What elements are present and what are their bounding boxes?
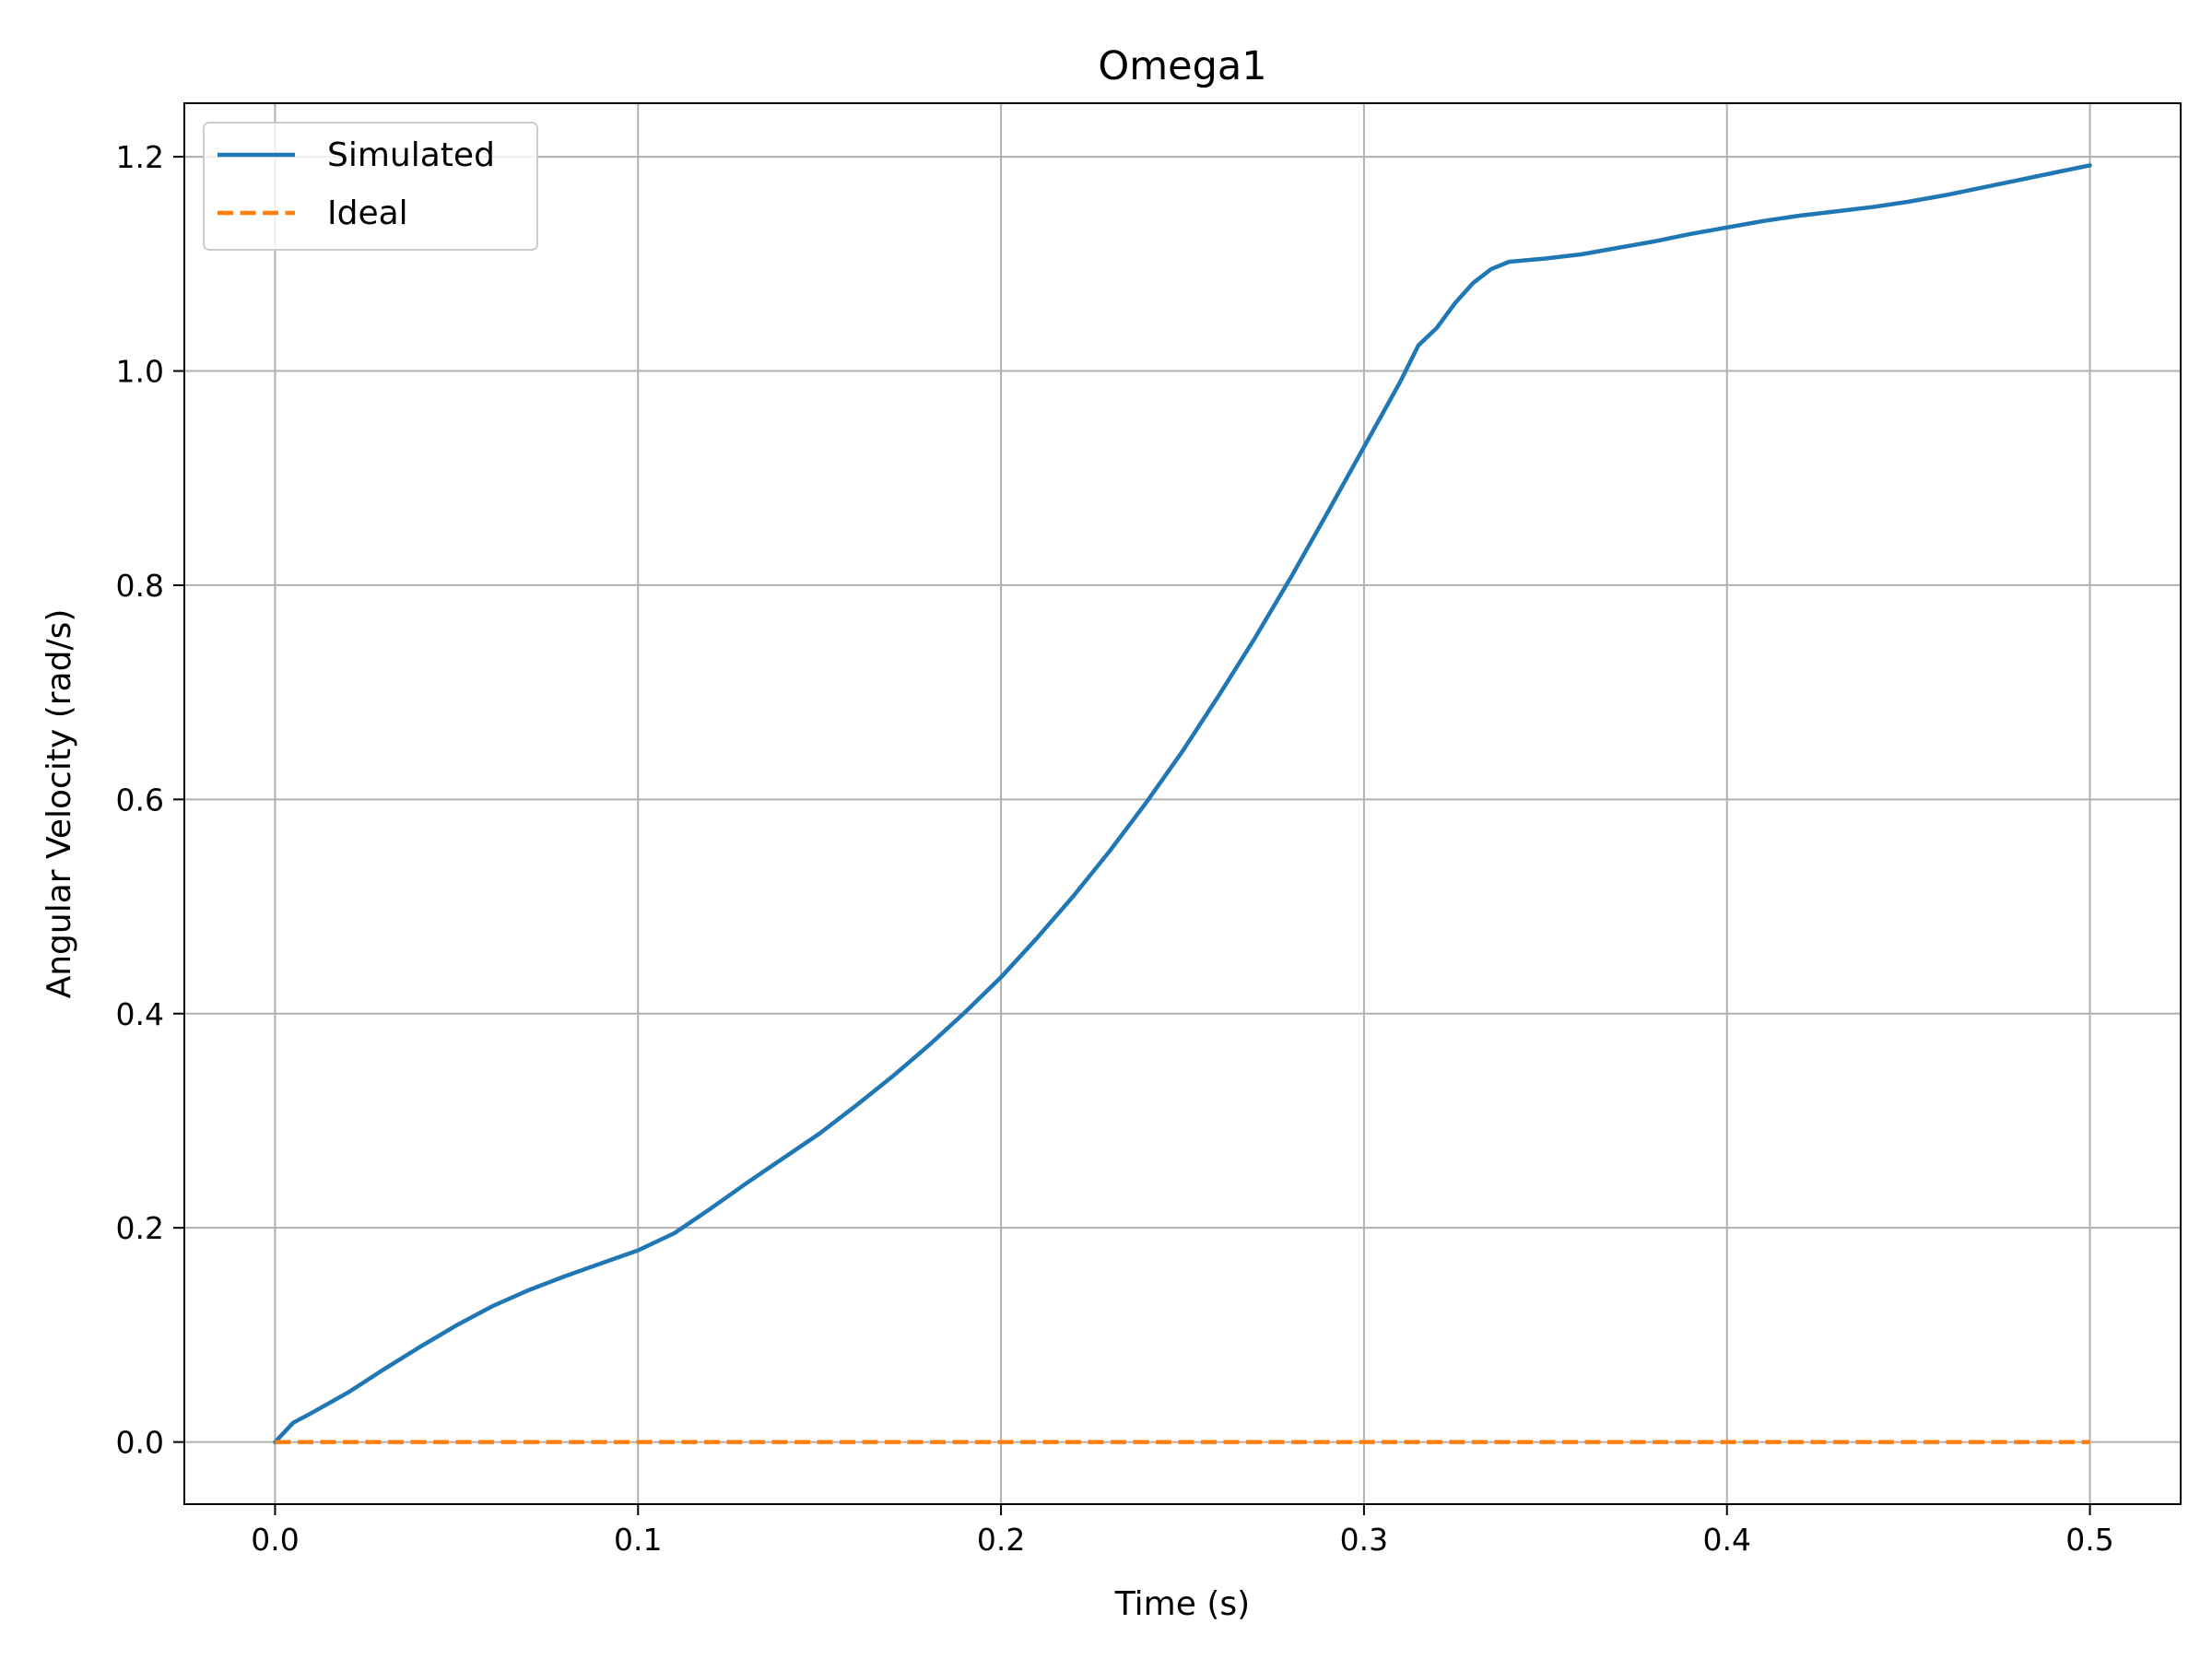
legend-label-ideal: Ideal (327, 194, 408, 232)
y-tick-label: 0.0 (116, 1425, 164, 1461)
x-tick-label: 0.2 (977, 1522, 1025, 1558)
y-tick-label: 1.2 (116, 139, 164, 175)
x-tick-label: 0.4 (1702, 1522, 1750, 1558)
y-tick-label: 0.4 (116, 996, 164, 1032)
y-axis: 0.0 0.2 0.4 0.6 0.8 1.0 1.2 (116, 139, 184, 1461)
x-tick-label: 0.3 (1340, 1522, 1388, 1558)
y-tick-label: 0.6 (116, 782, 164, 818)
legend: Simulated Ideal (203, 122, 538, 251)
x-tick-label: 0.1 (614, 1522, 662, 1558)
legend-label-simulated: Simulated (327, 136, 495, 174)
y-tick-label: 0.2 (116, 1210, 164, 1246)
chart-title: Omega1 (1098, 43, 1266, 89)
grid (184, 103, 2181, 1504)
plot-frame (183, 102, 2182, 1505)
series-line-simulated (273, 163, 2092, 1444)
y-axis-label: Angular Velocity (rad/s) (41, 609, 78, 999)
plot-area (273, 163, 2092, 1444)
x-tick-label: 0.0 (251, 1522, 299, 1558)
x-tick-label: 0.5 (2065, 1522, 2113, 1558)
y-tick-label: 0.8 (116, 568, 164, 604)
x-axis: 0.0 0.1 0.2 0.3 0.4 0.5 (251, 1504, 2114, 1558)
y-tick-label: 1.0 (116, 354, 164, 390)
x-axis-label: Time (s) (1114, 1585, 1250, 1623)
